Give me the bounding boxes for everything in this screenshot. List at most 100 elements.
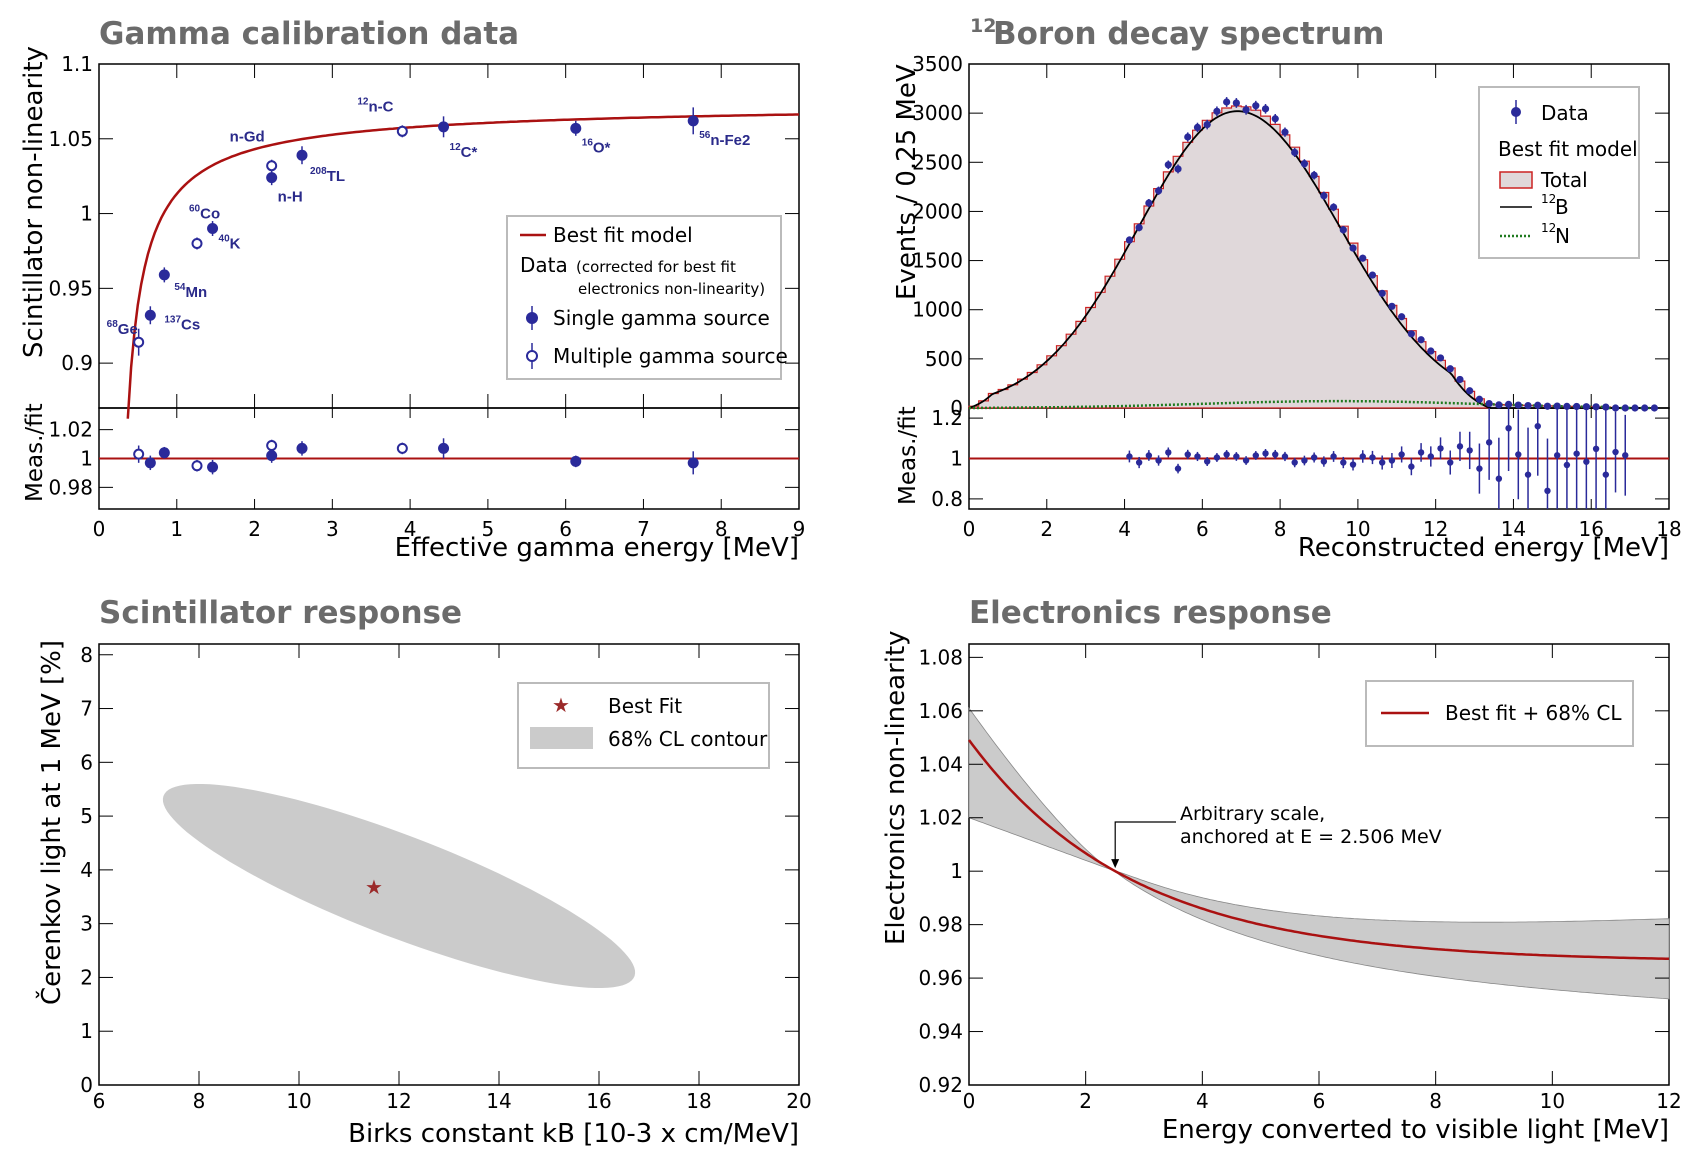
gamma-source-label: 208TL xyxy=(310,166,345,185)
legend-multi-marker xyxy=(526,350,538,362)
elec-ytick-label: 1.04 xyxy=(918,752,963,776)
boron-xtick-label: 4 xyxy=(1118,517,1131,541)
scint-xtick-label: 14 xyxy=(486,1089,511,1113)
boron-n12-curve xyxy=(969,399,1650,410)
boron-data-points xyxy=(1125,97,1659,412)
gamma-ratio-y-axis-title: Meas./fit xyxy=(22,403,48,502)
scint-legend-box xyxy=(517,682,770,769)
gamma-xtick-label: 0 xyxy=(93,517,106,541)
boron-ratio-points xyxy=(969,408,1669,509)
scint-ytick-label: 2 xyxy=(80,965,93,989)
gamma-ratio-point-multi xyxy=(133,448,145,460)
gamma-ratio-points xyxy=(99,438,799,475)
gamma-ytick-label: 1 xyxy=(80,202,93,226)
gamma-point-multi xyxy=(396,125,408,137)
boron-data-point xyxy=(1456,375,1464,384)
elec-ytick-label: 1.08 xyxy=(918,645,963,669)
boron-data-point xyxy=(1213,107,1221,115)
gamma-xtick-label: 1 xyxy=(170,517,183,541)
elec-legend-box xyxy=(1365,680,1634,747)
gamma-ratio-ytick-label: 0.98 xyxy=(48,475,93,499)
gamma-source-label: 12n-C xyxy=(357,96,393,115)
boron-data-point xyxy=(1573,402,1581,411)
gamma-legend: Best fit model Data (corrected for best … xyxy=(506,215,788,380)
boron-ratio-point xyxy=(1155,457,1162,464)
boron-ratio-point xyxy=(1622,452,1629,459)
boron-data-point xyxy=(1466,387,1474,395)
elec-y-axis-title: Electronics non-linearity xyxy=(881,630,911,945)
boron-data-point xyxy=(1252,102,1260,110)
gamma-xtick-label: 8 xyxy=(715,517,728,541)
boron-xtick-label: 16 xyxy=(1578,517,1603,541)
boron-xtick-label: 12 xyxy=(1423,517,1448,541)
boron-ratio-point xyxy=(1223,451,1230,458)
boron-ytick-label: 2500 xyxy=(912,150,963,174)
elec-annotation-line2: anchored at E = 2.506 MeV xyxy=(1180,826,1442,848)
boron-ratio-point xyxy=(1349,461,1357,468)
gamma-ytick-label: 0.95 xyxy=(48,276,93,300)
gamma-ratio-point-multi xyxy=(266,440,278,452)
legend-data-note-1: (corrected for best fit xyxy=(576,258,736,276)
boron-xtick-label: 2 xyxy=(1040,517,1053,541)
elec-ticks: 0 2 4 6 8 10 12 0.92 0.94 0.96 0.98 1 1.02 1.04 1.06 1.… xyxy=(918,644,1682,1113)
boron-data-point xyxy=(1553,402,1561,410)
scint-ytick-label: 7 xyxy=(80,697,93,721)
elec-xtick-label: 10 xyxy=(1540,1089,1565,1113)
gamma-source-label: 137Cs xyxy=(164,314,200,333)
boron-ratio-point xyxy=(1369,454,1376,461)
boron-ratio-point xyxy=(1165,449,1172,456)
boron-legend-data-label: Data xyxy=(1541,101,1589,125)
boron-ytick-label: 2000 xyxy=(912,199,963,223)
boron-legend-n12-label: N xyxy=(1555,224,1570,248)
boron-ratio-point xyxy=(1437,445,1444,452)
gamma-ratio-point-single xyxy=(144,457,156,469)
scintillator-response-panel: Scintillator response 6 8 10 12 14 16 18 200123… xyxy=(35,595,812,1149)
gamma-source-name: Cs xyxy=(181,316,200,333)
boron-data-point xyxy=(1485,399,1493,408)
gamma-source-name: C* xyxy=(461,144,478,161)
scint-ytick-label: 6 xyxy=(80,750,93,774)
boron-ratio-point xyxy=(1612,448,1619,456)
boron-ratio-point xyxy=(1427,453,1435,460)
elec-ytick-label: 0.98 xyxy=(918,913,963,937)
boron-spectrum-panel: 12 Boron decay spectrum 0 2 4 6 8 10 12 14 16 180… xyxy=(892,15,1682,563)
boron-ratio-point xyxy=(1602,471,1610,478)
boron-data-point xyxy=(1641,404,1649,412)
gamma-source-name: Mn xyxy=(185,284,207,301)
boron-data-point xyxy=(1145,199,1153,207)
boron-ratio-point xyxy=(1184,451,1191,458)
elec-annotation: Arbitrary scale, anchored at E = 2.506 M… xyxy=(1111,803,1442,869)
elec-xtick-label: 6 xyxy=(1313,1089,1326,1113)
elec-best-fit-line xyxy=(967,739,1670,961)
boron-ratio-point xyxy=(1534,422,1541,430)
boron-ratio-point xyxy=(1203,458,1211,465)
scint-best-fit: ★ xyxy=(365,875,383,899)
elec-legend-label: Best fit + 68% CL xyxy=(1445,701,1622,725)
boron-data-point xyxy=(1164,161,1172,169)
gamma-source-name: O* xyxy=(593,139,611,156)
elec-ytick-label: 0.96 xyxy=(918,966,963,990)
boron-data-point xyxy=(1582,403,1590,411)
boron-data-point xyxy=(1193,123,1202,132)
boron-data-point xyxy=(1329,203,1338,211)
boron-ratio-point xyxy=(1242,457,1250,464)
boron-ytick-label: 0 xyxy=(950,396,963,420)
gamma-ratio-ytick-label: 1.02 xyxy=(48,418,93,442)
elec-curve xyxy=(967,739,1670,961)
boron-ytick-label: 3000 xyxy=(912,101,963,125)
gamma-calibration-panel: Gamma calibration data 0 1 2 3 4 5 6 7 8 90.90.95… xyxy=(19,16,805,563)
gamma-ratio-point-single xyxy=(207,461,219,473)
boron-data-point xyxy=(1174,165,1182,173)
gamma-legend-box xyxy=(506,215,782,380)
gamma-ratio-point-single xyxy=(570,455,582,467)
scint-ytick-label: 3 xyxy=(80,912,93,936)
elec-panel-title: Electronics response xyxy=(969,595,1332,631)
boron-data-point xyxy=(1125,236,1134,244)
boron-data-point xyxy=(1300,160,1309,168)
boron-ratio-point xyxy=(1252,452,1260,459)
boron-data-point xyxy=(1417,336,1425,344)
gamma-ratio-point-multi xyxy=(191,460,203,472)
boron-data-point xyxy=(1368,271,1377,279)
legend-single-label: Single gamma source xyxy=(553,306,770,330)
boron-ytick-label: 1000 xyxy=(912,298,963,322)
